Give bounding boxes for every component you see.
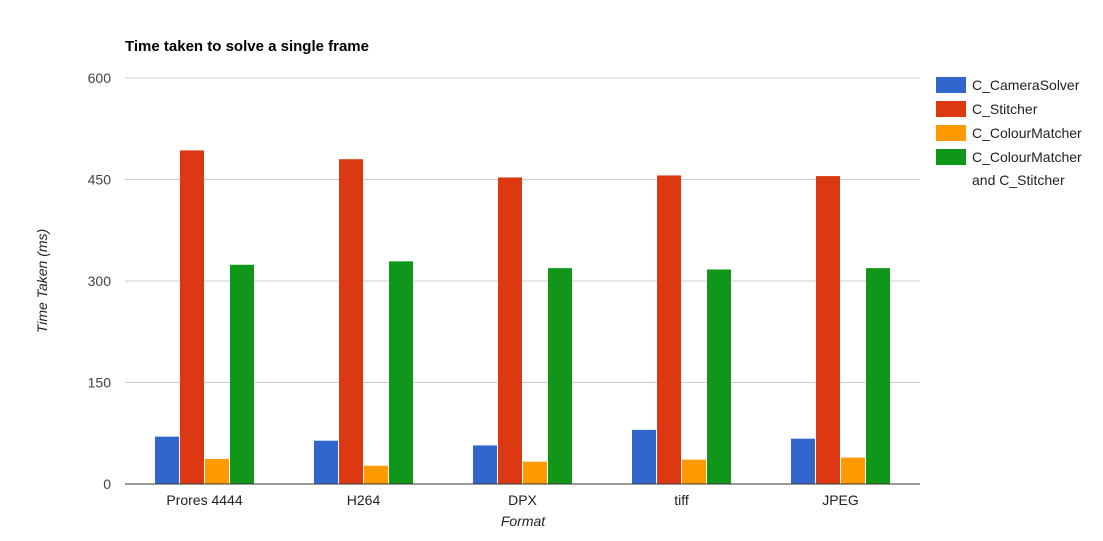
bar-c-camerasolver-dpx bbox=[473, 445, 497, 484]
y-tick-label: 300 bbox=[88, 273, 112, 289]
y-tick-label: 0 bbox=[103, 476, 111, 492]
y-tick-label: 150 bbox=[88, 375, 112, 391]
bar-c-stitcher-h264 bbox=[339, 159, 363, 484]
x-tick-label: H264 bbox=[347, 492, 381, 508]
axes: 0 150 300 450 600 Prores 4444 H264 DPX tiff JPEG bbox=[88, 70, 920, 508]
bar-c-camerasolver-tiff bbox=[632, 429, 656, 484]
legend-label: C_CameraSolver bbox=[972, 77, 1080, 93]
chart-title: Time taken to solve a single frame bbox=[125, 38, 369, 55]
legend-label: and C_Stitcher bbox=[972, 172, 1065, 188]
bar-c-colourmatcher-prores-4444 bbox=[205, 458, 229, 484]
bar-c-colourmatcher-and-c-stitcher-jpeg bbox=[866, 268, 890, 484]
bar-c-colourmatcher-h264 bbox=[364, 465, 388, 484]
bar-c-colourmatcher-and-c-stitcher-tiff bbox=[707, 269, 731, 484]
legend: C_CameraSolver C_Stitcher C_ColourMatcher C… bbox=[936, 77, 1082, 188]
bar-c-stitcher-tiff bbox=[657, 175, 681, 484]
legend-label: C_Stitcher bbox=[972, 101, 1038, 117]
y-axis-title: Time Taken (ms) bbox=[34, 229, 50, 333]
bar-c-colourmatcher-dpx bbox=[523, 461, 547, 484]
legend-swatch bbox=[936, 77, 966, 93]
bar-c-colourmatcher-and-c-stitcher-prores-4444 bbox=[230, 264, 254, 484]
bar-c-colourmatcher-tiff bbox=[682, 459, 706, 484]
bar-c-colourmatcher-and-c-stitcher-h264 bbox=[389, 261, 413, 484]
x-axis-title: Format bbox=[501, 513, 546, 529]
x-tick-label: tiff bbox=[674, 492, 689, 508]
x-tick-label: DPX bbox=[508, 492, 537, 508]
x-tick-label: Prores 4444 bbox=[166, 492, 242, 508]
x-tick-label: JPEG bbox=[822, 492, 859, 508]
legend-label: C_ColourMatcher bbox=[972, 149, 1082, 165]
legend-swatch bbox=[936, 125, 966, 141]
bar-c-camerasolver-jpeg bbox=[791, 438, 815, 484]
bar-c-stitcher-jpeg bbox=[816, 176, 840, 484]
bars bbox=[155, 150, 890, 485]
bar-c-camerasolver-h264 bbox=[314, 440, 338, 484]
y-tick-label: 600 bbox=[88, 70, 112, 86]
bar-c-stitcher-prores-4444 bbox=[180, 150, 204, 485]
y-tick-label: 450 bbox=[88, 172, 112, 188]
legend-swatch bbox=[936, 101, 966, 117]
gridlines bbox=[125, 77, 920, 383]
bar-c-colourmatcher-jpeg bbox=[841, 457, 865, 484]
bar-c-colourmatcher-and-c-stitcher-dpx bbox=[548, 268, 572, 484]
legend-label: C_ColourMatcher bbox=[972, 125, 1082, 141]
legend-swatch bbox=[936, 149, 966, 165]
bar-c-camerasolver-prores-4444 bbox=[155, 436, 179, 484]
bar-c-stitcher-dpx bbox=[498, 177, 522, 484]
